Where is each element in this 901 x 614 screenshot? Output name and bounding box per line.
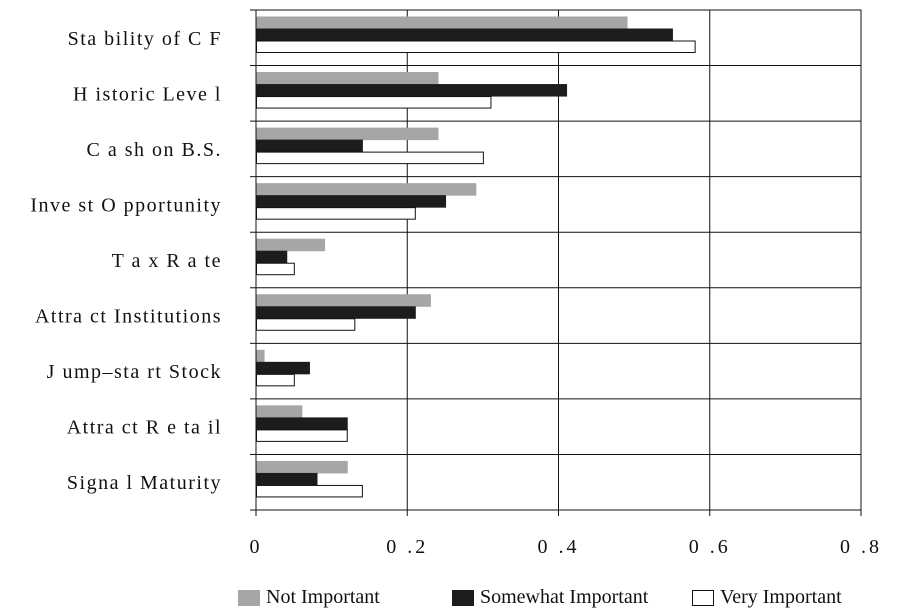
category-label-historic-level: H istoric Leve l — [73, 83, 222, 105]
category-label-attract-institutions: Attra ct Institutions — [35, 306, 222, 328]
category-label-attract-retail: Attra ct R e ta il — [67, 417, 222, 439]
bar-somewhat-important-attract-institutions — [256, 306, 416, 319]
category-label-invest-opportunity: Inve st O pportunity — [30, 194, 222, 216]
category-label-jump-start-stock: J ump–sta rt Stock — [47, 361, 222, 383]
bar-not-important-attract-retail — [256, 405, 303, 418]
bar-somewhat-important-tax-rate — [256, 250, 288, 264]
legend-item-somewhat-important: Somewhat Important — [452, 586, 648, 609]
bar-very-important-cash-on-b-s — [256, 151, 484, 165]
bar-very-important-tax-rate — [256, 262, 295, 276]
legend-swatch-very-important — [692, 589, 714, 606]
bar-somewhat-important-historic-level — [256, 84, 568, 97]
x-tick-label: 0 .4 — [538, 536, 580, 558]
x-tick-label: 0 .8 — [840, 536, 882, 558]
bar-not-important-jump-start-stock — [256, 349, 265, 363]
bar-very-important-invest-opportunity — [256, 207, 416, 220]
bar-somewhat-important-invest-opportunity — [256, 195, 447, 208]
legend-label-very-important: Very Important — [720, 586, 842, 608]
category-label-cash-on-b-s: C a sh on B.S. — [87, 139, 222, 161]
bar-very-important-signal-maturity — [256, 484, 363, 498]
bar-very-important-historic-level — [256, 96, 492, 109]
category-label-signal-maturity: Signa l Maturity — [67, 472, 222, 494]
legend-item-not-important: Not Important — [238, 586, 380, 609]
bar-very-important-attract-institutions — [256, 318, 356, 331]
bar-very-important-jump-start-stock — [256, 373, 295, 387]
legend-swatch-not-important — [238, 589, 260, 606]
bar-somewhat-important-cash-on-b-s — [256, 139, 363, 153]
legend-item-very-important: Very Important — [692, 586, 842, 609]
bar-not-important-tax-rate — [256, 238, 326, 252]
bar-somewhat-important-attract-retail — [256, 417, 348, 430]
bar-somewhat-important-stability-of-cf — [256, 28, 673, 41]
bar-very-important-attract-retail — [256, 429, 348, 442]
legend-swatch-somewhat-important — [452, 589, 474, 606]
bar-not-important-signal-maturity — [256, 460, 348, 474]
category-label-stability-of-cf: Sta bility of C F — [68, 28, 222, 50]
bar-not-important-cash-on-b-s — [256, 127, 439, 141]
legend-label-somewhat-important: Somewhat Important — [480, 586, 649, 608]
legend-label-not-important: Not Important — [266, 586, 380, 608]
plot-frame — [255, 9, 862, 511]
x-tick-label: 0 .2 — [386, 536, 428, 558]
bar-not-important-attract-institutions — [256, 294, 431, 307]
bar-not-important-stability-of-cf — [256, 16, 628, 29]
bars-layer — [256, 16, 696, 498]
bar-very-important-stability-of-cf — [256, 40, 696, 53]
grid-layer — [250, 9, 862, 516]
chart: Sta bility of C F H istoric Leve l C a sh … — [30, 9, 882, 558]
x-tick-label: 0 .6 — [689, 536, 731, 558]
bar-not-important-invest-opportunity — [256, 183, 477, 196]
x-tick-labels: 0 0 .2 0 .4 0 .6 0 .8 — [250, 536, 882, 558]
x-tick-label: 0 — [250, 536, 263, 558]
category-labels: Sta bility of C F H istoric Leve l C a sh … — [30, 28, 222, 494]
bar-not-important-historic-level — [256, 72, 439, 85]
category-label-tax-rate: T a x R a te — [112, 250, 222, 272]
bar-somewhat-important-signal-maturity — [256, 472, 318, 486]
bar-somewhat-important-jump-start-stock — [256, 361, 310, 375]
legend: Not Important Somewhat Important Very Im… — [0, 586, 901, 614]
